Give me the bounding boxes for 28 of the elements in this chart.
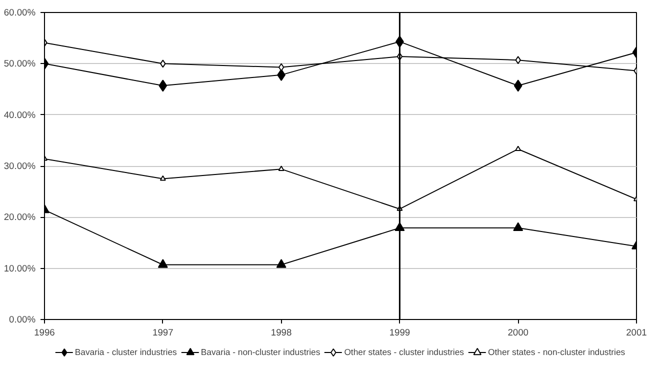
point — [160, 60, 166, 68]
point — [278, 63, 284, 72]
point — [160, 175, 166, 181]
point — [513, 222, 524, 232]
point — [158, 259, 168, 268]
legend-label: Bavaria - non-cluster industries — [200, 347, 320, 357]
y-tick-label: 0.00% — [9, 314, 36, 324]
y-tick-label: 50.00% — [4, 58, 36, 69]
point — [514, 80, 522, 92]
x-tick-label: 1998 — [270, 328, 292, 338]
point — [515, 146, 522, 152]
legend-label: Other states - cluster industries — [344, 347, 464, 357]
x-tick-label: 1999 — [389, 328, 410, 338]
point — [276, 259, 286, 268]
legend-label: Other states - non-cluster industries — [488, 347, 626, 357]
legend-label: Bavaria - cluster industries — [74, 347, 177, 357]
y-tick-label: 10.00% — [4, 263, 36, 274]
point — [278, 166, 284, 172]
x-tick-label: 2001 — [626, 328, 647, 338]
point — [515, 56, 521, 64]
y-tick-label: 20.00% — [4, 212, 36, 222]
y-tick-label: 30.00% — [4, 161, 36, 171]
y-tick-label: 40.00% — [4, 110, 36, 120]
point — [158, 80, 168, 92]
y-tick-label: 60.00% — [4, 8, 36, 18]
x-tick-label: 1997 — [152, 328, 174, 338]
x-tick-label: 1996 — [34, 328, 55, 338]
x-tick-label: 2000 — [508, 328, 528, 338]
